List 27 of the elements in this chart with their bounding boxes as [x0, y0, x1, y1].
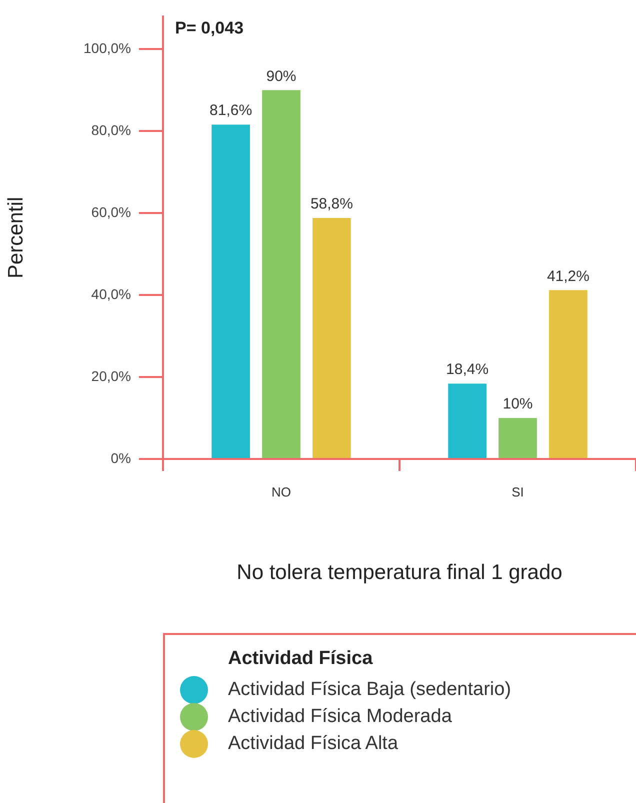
y-tick-label: 20,0%: [91, 368, 131, 384]
y-tick-label: 60,0%: [91, 204, 131, 220]
x-tick-label: NO: [272, 484, 291, 500]
bar: [262, 90, 300, 458]
y-tick-label: 40,0%: [91, 286, 131, 302]
data-label: 41,2%: [546, 268, 590, 285]
y-tick-label: 80,0%: [91, 122, 131, 138]
data-label: 10%: [502, 396, 533, 413]
annotation: P= 0,043: [175, 18, 244, 38]
legend-title: Actividad Física: [228, 648, 374, 670]
bar: [549, 290, 588, 458]
data-label: 81,6%: [210, 102, 252, 120]
bar: [498, 418, 537, 458]
bar: [212, 124, 250, 458]
bar: [312, 218, 351, 458]
bar: [448, 384, 486, 458]
y-tick-label: 100,0%: [84, 40, 131, 56]
data-label: 18,4%: [446, 361, 489, 378]
y-axis-title: Percentil: [4, 196, 28, 279]
legend-label: Actividad Física Moderada: [228, 706, 452, 728]
legend-label: Actividad Física Baja (sedentario): [228, 678, 512, 700]
legend-label: Actividad Física Alta: [228, 732, 398, 754]
x-axis-title: No tolera temperatura final 1 grado: [236, 561, 562, 584]
x-tick-label: SI: [512, 484, 524, 500]
data-label: 58,8%: [310, 196, 353, 213]
data-label: 90%: [266, 68, 296, 85]
y-tick-label: 0%: [110, 450, 131, 466]
